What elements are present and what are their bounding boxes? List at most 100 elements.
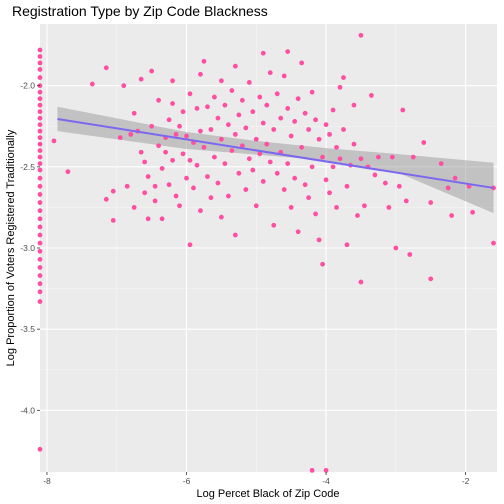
data-point	[51, 138, 57, 144]
data-point	[358, 32, 364, 38]
data-point	[37, 75, 43, 80]
data-point	[37, 232, 43, 238]
data-point	[198, 128, 203, 134]
data-point	[428, 276, 434, 282]
chart-title: Registration Type by Zip Code Blackness	[12, 3, 268, 19]
data-point	[428, 200, 434, 205]
x-tick-label: -4	[322, 476, 330, 486]
data-point	[278, 115, 284, 121]
data-point	[187, 91, 193, 97]
x-axis-title: Log Percet Black of Zip Code	[196, 488, 339, 500]
data-point	[236, 112, 242, 118]
data-point	[131, 110, 137, 116]
data-point	[306, 127, 312, 132]
data-point	[330, 164, 336, 170]
data-point	[309, 467, 315, 473]
data-point	[267, 70, 273, 76]
data-point	[198, 208, 203, 214]
data-point	[323, 177, 329, 183]
data-point	[37, 248, 43, 254]
confidence-band-area	[57, 106, 494, 214]
data-point	[334, 144, 339, 150]
data-point	[295, 229, 301, 235]
data-point	[37, 67, 43, 72]
data-point	[225, 193, 231, 199]
data-point	[37, 446, 43, 452]
y-tick-label: -2.0	[20, 81, 35, 91]
data-point	[205, 104, 210, 110]
data-point	[145, 174, 151, 179]
data-point	[306, 195, 312, 201]
data-point	[152, 183, 158, 189]
data-point	[222, 161, 228, 166]
data-point	[274, 91, 280, 97]
data-point	[103, 196, 109, 202]
data-point	[375, 154, 381, 160]
data-point	[225, 122, 231, 128]
data-point	[194, 106, 200, 111]
data-point	[274, 170, 280, 176]
data-point	[187, 157, 193, 163]
data-point	[37, 175, 43, 181]
data-point	[142, 159, 148, 165]
data-point	[65, 169, 71, 175]
gridlines	[40, 24, 497, 472]
data-point	[232, 232, 238, 238]
data-point	[309, 164, 315, 170]
data-point	[302, 110, 308, 116]
data-point	[281, 73, 287, 79]
data-point	[152, 198, 158, 204]
data-point	[184, 133, 189, 139]
data-point	[37, 273, 43, 278]
data-point	[288, 205, 294, 210]
data-point	[110, 188, 116, 194]
data-point	[351, 102, 357, 108]
data-point	[219, 136, 224, 142]
data-point	[37, 148, 43, 154]
data-point	[173, 193, 179, 199]
data-points	[37, 32, 496, 473]
data-point	[449, 213, 455, 218]
data-point	[201, 144, 207, 150]
data-point	[219, 214, 224, 220]
data-point	[208, 127, 214, 132]
data-point	[128, 131, 134, 137]
data-point	[337, 84, 343, 90]
data-point	[124, 183, 130, 189]
data-point	[264, 141, 270, 147]
data-point	[166, 117, 172, 123]
data-point	[37, 128, 43, 134]
data-point	[37, 122, 43, 128]
data-point	[198, 71, 203, 77]
data-point	[403, 198, 409, 204]
data-point	[337, 156, 343, 162]
data-point	[229, 148, 235, 154]
data-point	[264, 102, 270, 108]
data-point	[295, 96, 301, 102]
data-point	[37, 299, 43, 304]
data-point	[177, 203, 182, 209]
data-point	[215, 115, 221, 121]
data-point	[334, 205, 339, 210]
data-point	[288, 133, 294, 139]
y-axis-title: Log Proportion of Voters Registered Trad…	[5, 129, 17, 366]
data-point	[246, 156, 252, 162]
data-point	[149, 68, 155, 74]
data-point	[243, 125, 249, 131]
data-point	[239, 143, 245, 149]
data-point	[159, 166, 165, 171]
data-point	[313, 117, 318, 123]
data-point	[260, 179, 266, 184]
data-point	[386, 205, 392, 210]
data-point	[103, 65, 109, 71]
data-point	[445, 185, 451, 191]
data-point	[37, 289, 43, 295]
data-point	[299, 144, 305, 150]
data-point	[170, 157, 175, 163]
data-point	[396, 183, 402, 189]
data-point	[110, 218, 116, 223]
y-tick-label: -4.0	[20, 405, 35, 415]
data-point	[149, 123, 155, 129]
data-point	[285, 106, 291, 111]
